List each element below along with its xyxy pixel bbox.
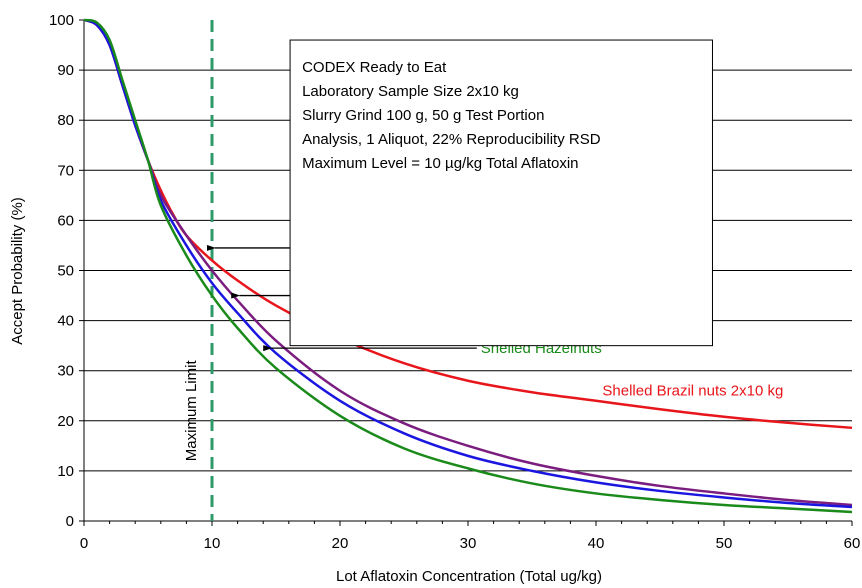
info-box-line: Slurry Grind 100 g, 50 g Test Portion <box>302 107 544 124</box>
y-tick-label: 70 <box>57 162 74 179</box>
x-axis-label: Lot Aflatoxin Concentration (Total ug/kg… <box>336 568 602 585</box>
series-line-shelled-hazelnuts <box>83 18 853 514</box>
info-box-frame <box>289 39 713 347</box>
y-tick-label: 90 <box>57 62 74 79</box>
y-tick-label: 20 <box>57 413 74 430</box>
maximum-limit-label: Maximum Limit <box>183 360 200 462</box>
x-axis-ticks: 0 10 20 30 40 50 60 <box>80 521 861 552</box>
info-box-line: Maximum Level = 10 µg/kg Total Aflatoxin <box>302 155 578 172</box>
x-tick-label: 50 <box>716 535 733 552</box>
x-tick-label: 20 <box>332 535 349 552</box>
y-tick-label: 30 <box>57 363 74 380</box>
x-tick-label: 60 <box>844 535 861 552</box>
info-box: CODEX Ready to Eat Laboratory Sample Size… <box>289 39 713 347</box>
series-lines <box>83 18 853 514</box>
y-tick-label: 0 <box>66 513 74 530</box>
y-axis-label: Accept Probability (%) <box>9 197 26 345</box>
x-tick-label: 10 <box>204 535 221 552</box>
y-tick-label: 60 <box>57 212 74 229</box>
series-line-shelled-almonds <box>83 18 853 509</box>
y-tick-label: 50 <box>57 263 74 280</box>
x-tick-label: 30 <box>460 535 477 552</box>
annotation-label-shelled-brazil-nuts-2x10-kg: Shelled Brazil nuts 2x10 kg <box>602 383 783 400</box>
x-tick-label: 0 <box>80 535 88 552</box>
info-box-line: Analysis, 1 Aliquot, 22% Reproducibility… <box>302 131 601 148</box>
y-axis-ticks: 0 10 20 30 40 50 60 70 80 90 100 <box>49 12 84 530</box>
x-tick-label: 40 <box>588 535 605 552</box>
y-tick-label: 80 <box>57 112 74 129</box>
y-tick-label: 40 <box>57 313 74 330</box>
y-tick-label: 100 <box>49 12 74 29</box>
info-box-line: Laboratory Sample Size 2x10 kg <box>302 83 519 100</box>
y-tick-label: 10 <box>57 463 74 480</box>
info-box-line: CODEX Ready to Eat <box>302 59 447 76</box>
